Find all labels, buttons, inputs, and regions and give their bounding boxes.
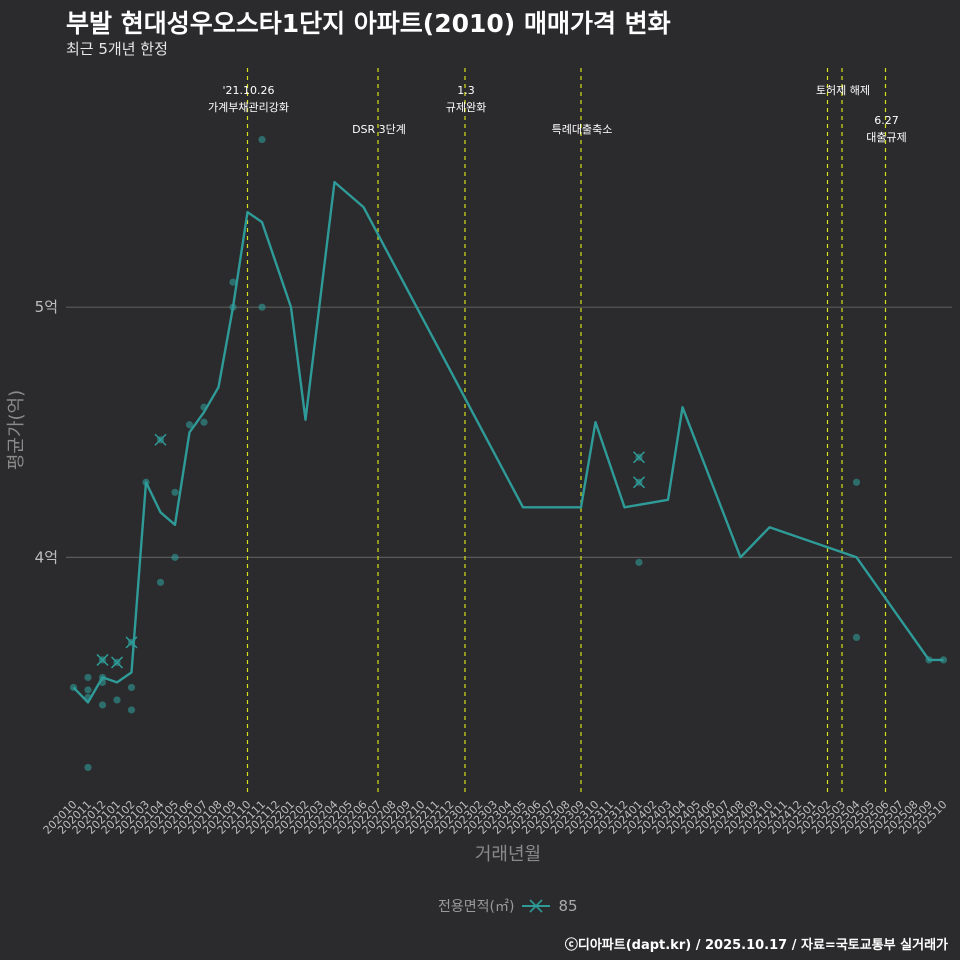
x-marker (632, 476, 646, 489)
source-caption: ⓒ디아파트(dapt.kr) / 2025.10.17 / 자료=국토교통부 실… (564, 938, 948, 953)
data-point (229, 278, 237, 286)
x-marker-stroke (632, 451, 646, 464)
event-label: '21.10.26 (222, 84, 274, 97)
data-point (142, 478, 150, 486)
data-point (229, 303, 237, 311)
series-line-85 (72, 180, 944, 704)
data-point (200, 418, 208, 426)
data-point (635, 558, 643, 566)
data-point (69, 683, 78, 692)
x-marker-stroke (96, 653, 109, 666)
x-marker (125, 636, 138, 649)
chart-title: 부발 현대성우오스타1단지 아파트(2010) 매매가격 변화 (66, 9, 671, 38)
x-marker-stroke (125, 636, 138, 649)
y-tick-label: 4억 (35, 548, 58, 566)
event-label: DSR 3단계 (352, 123, 406, 136)
x-marker-stroke (154, 433, 167, 446)
event-label: 특례대출축소 (552, 123, 613, 136)
x-marker (154, 433, 167, 446)
x-marker (96, 653, 109, 666)
data-point (852, 633, 861, 641)
data-point (84, 763, 92, 772)
legend-entry-85: 85 (558, 897, 578, 915)
event-label: 규제완화 (446, 101, 486, 114)
data-point (98, 701, 107, 709)
data-point (84, 673, 92, 682)
chart-subtitle: 최근 5개년 한정 (66, 40, 168, 58)
event-label: 대출규제 (866, 131, 906, 144)
event-label: 1.3 (457, 84, 475, 97)
data-point (185, 421, 194, 429)
x-marker (632, 451, 646, 464)
data-point (98, 673, 107, 682)
legend-title: 전용면적(㎡) (438, 899, 515, 915)
grid-layer (66, 306, 952, 558)
data-point (171, 488, 179, 496)
data-point (852, 478, 861, 486)
data-point (200, 403, 208, 411)
data-point (939, 656, 948, 664)
legend-key-icon (522, 899, 551, 913)
data-point (258, 135, 266, 144)
data-point (127, 706, 136, 714)
data-point (84, 686, 92, 694)
y-tick-label: 5억 (35, 298, 58, 316)
data-point (156, 578, 165, 586)
data-point (113, 696, 121, 704)
x-marker-stroke (110, 656, 124, 669)
y-axis-title: 평균가(억) (6, 390, 27, 470)
x-axis-title: 거래년월 (475, 844, 541, 865)
series-layer (69, 135, 948, 772)
x-marker (110, 656, 124, 669)
data-point (127, 683, 136, 692)
data-point (98, 678, 107, 687)
data-point (925, 656, 933, 664)
x-marker-stroke (632, 476, 646, 489)
axes-layer: 4억5억평균가(억)202010202011202012202101202102… (6, 298, 950, 865)
data-point (84, 693, 92, 702)
event-label: 6.27 (874, 114, 899, 127)
data-point (258, 303, 266, 311)
event-label: 토허제 해제 (816, 83, 870, 97)
data-point (171, 553, 179, 561)
legend: 전용면적(㎡) 85 (438, 896, 578, 916)
event-label: 가계부채관리강화 (208, 101, 289, 114)
